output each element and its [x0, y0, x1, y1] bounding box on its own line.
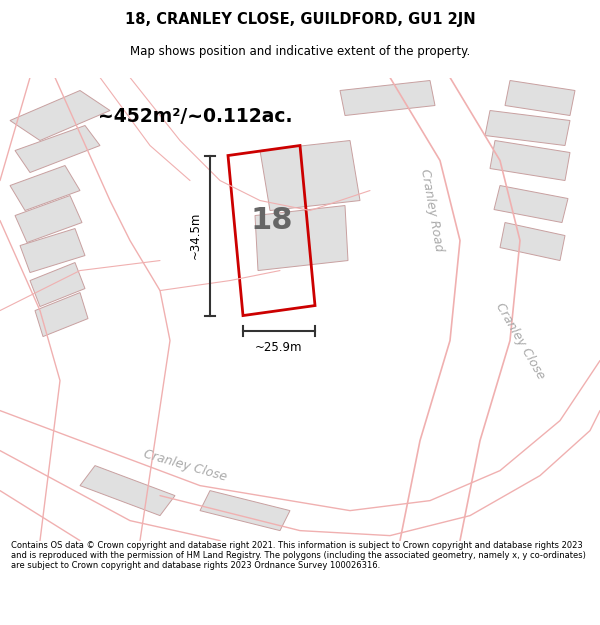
Text: Contains OS data © Crown copyright and database right 2021. This information is : Contains OS data © Crown copyright and d…: [11, 541, 586, 571]
Polygon shape: [15, 126, 100, 173]
Polygon shape: [485, 111, 570, 146]
Polygon shape: [35, 292, 88, 337]
Polygon shape: [340, 81, 435, 116]
Polygon shape: [30, 262, 85, 306]
Polygon shape: [15, 196, 82, 242]
Text: ~25.9m: ~25.9m: [255, 341, 303, 354]
Polygon shape: [200, 491, 290, 531]
Polygon shape: [255, 206, 348, 271]
Text: Cranley Close: Cranley Close: [142, 448, 228, 484]
Text: Cranley Close: Cranley Close: [493, 300, 547, 381]
Text: ~452m²/~0.112ac.: ~452m²/~0.112ac.: [98, 106, 292, 126]
Text: ~34.5m: ~34.5m: [189, 212, 202, 259]
Text: Cranley Road: Cranley Road: [418, 168, 446, 253]
Polygon shape: [260, 141, 360, 211]
Polygon shape: [505, 81, 575, 116]
Polygon shape: [20, 229, 85, 272]
Text: 18, CRANLEY CLOSE, GUILDFORD, GU1 2JN: 18, CRANLEY CLOSE, GUILDFORD, GU1 2JN: [125, 12, 475, 27]
Polygon shape: [80, 466, 175, 516]
Polygon shape: [490, 141, 570, 181]
Text: Map shows position and indicative extent of the property.: Map shows position and indicative extent…: [130, 45, 470, 58]
Polygon shape: [10, 166, 80, 211]
Polygon shape: [10, 91, 110, 141]
Text: 18: 18: [250, 206, 293, 235]
Polygon shape: [500, 222, 565, 261]
Polygon shape: [494, 186, 568, 222]
